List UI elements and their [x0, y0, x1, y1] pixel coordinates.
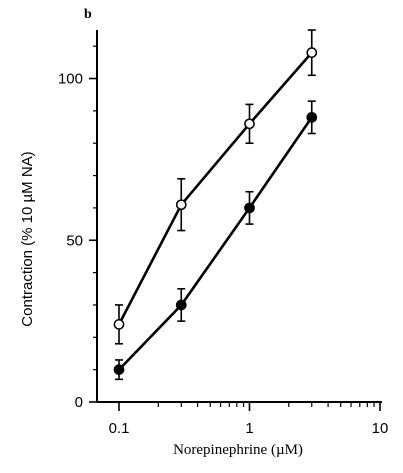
x-tick-label: 1 [245, 420, 253, 437]
y-tick-label: 50 [66, 232, 83, 249]
data-point [306, 111, 318, 123]
x-axis-title: Norepinephrine (µM) [173, 442, 303, 458]
data-point [175, 199, 187, 211]
data-point [244, 202, 255, 214]
panel-label: b [84, 7, 92, 22]
chart-axes: 0 50 100 0.1 1 10 [58, 30, 388, 437]
data-point [113, 364, 125, 376]
data-point [306, 47, 318, 58]
data-point [113, 319, 125, 330]
data-point [244, 118, 255, 130]
x-tick-label: 0.1 [109, 420, 130, 437]
data-point [175, 299, 187, 311]
series-line [117, 51, 313, 326]
series-line [118, 116, 313, 371]
series-2 [113, 100, 318, 381]
y-axis-title: Contraction (% 10 µM NA) [19, 151, 36, 326]
series-1 [113, 29, 318, 345]
y-tick-label: 0 [75, 394, 83, 411]
y-tick-label: 100 [58, 71, 83, 88]
chart-series [113, 29, 318, 381]
x-tick-label: 10 [372, 420, 389, 437]
